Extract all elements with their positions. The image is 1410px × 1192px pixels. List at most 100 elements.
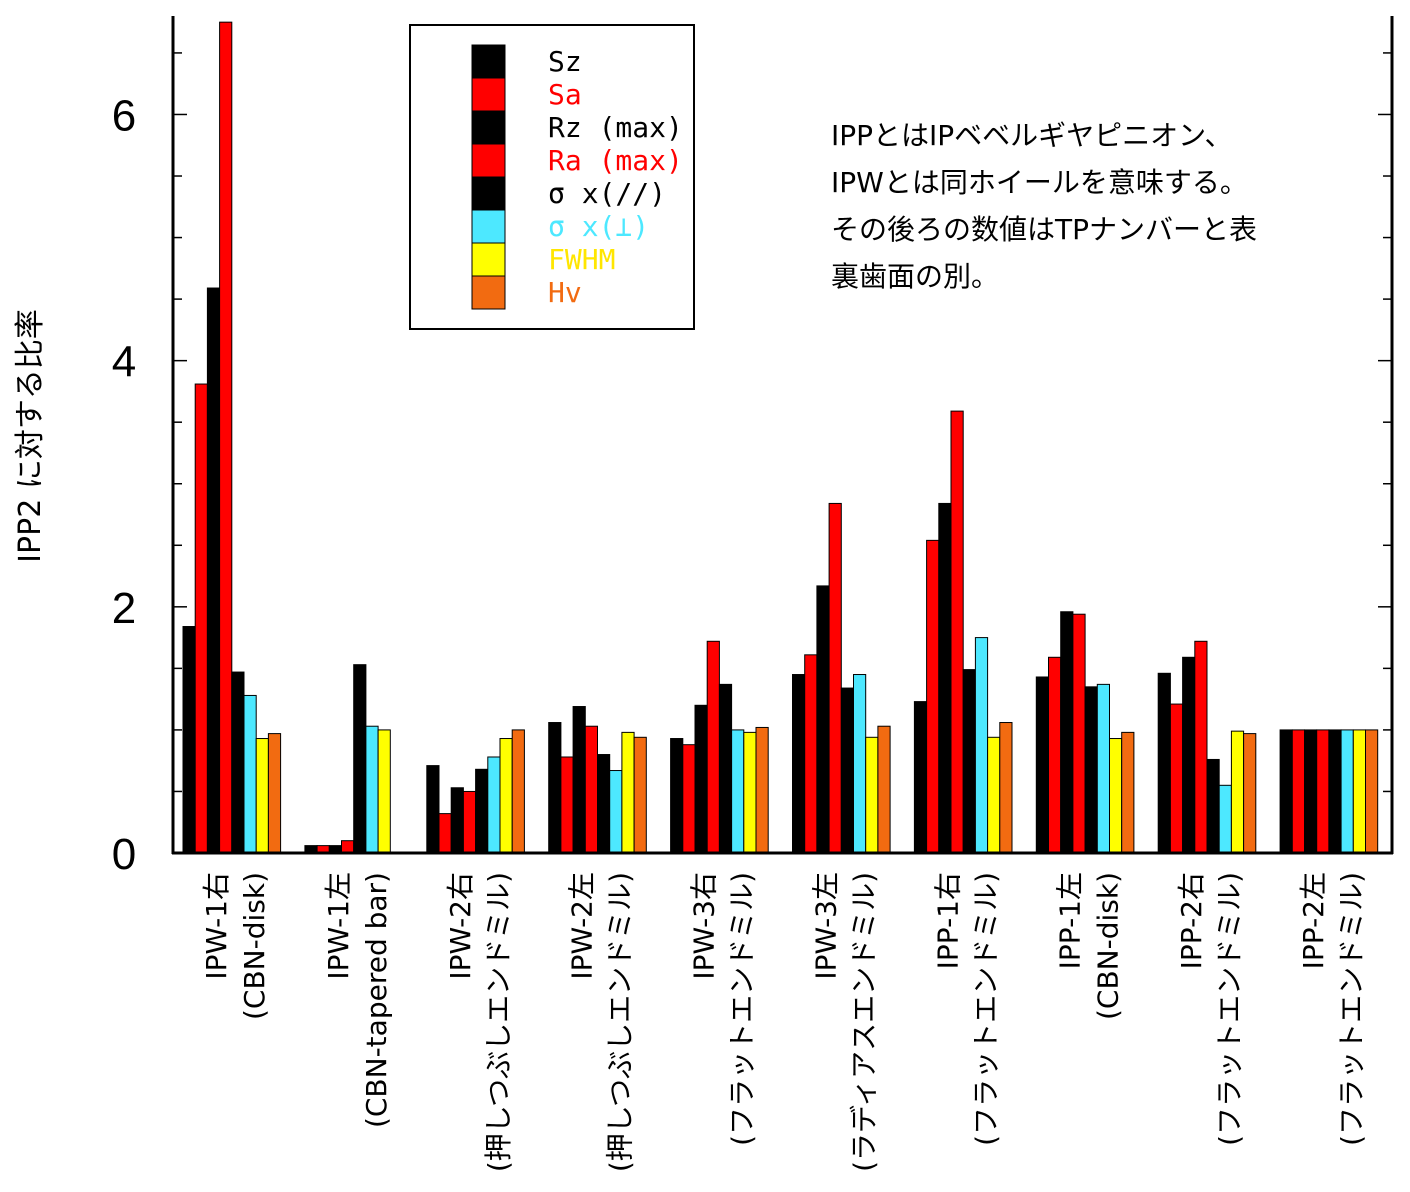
bar-ra-max-7 <box>950 410 964 854</box>
bar-ra-max-6 <box>828 502 842 854</box>
bar-ra-max-1 <box>219 21 233 854</box>
bar-fwhm-8 <box>1109 738 1123 854</box>
legend-label-hv: Hv <box>548 276 582 309</box>
category-name: IPW-2右 <box>444 872 477 980</box>
legend-swatch-hv <box>471 275 506 310</box>
bar-rz-max-6 <box>816 585 830 854</box>
legend-label-sa: Sa <box>548 78 582 111</box>
bar-sz-1 <box>182 626 196 854</box>
y-tick-label: 4 <box>112 338 136 387</box>
bar-ra-max-4 <box>584 725 598 854</box>
category-name: IPW-1左 <box>322 872 355 980</box>
category-tool: (CBN-disk) <box>1091 872 1124 1020</box>
category-name: IPP-1左 <box>1053 872 1086 969</box>
category-label-7: IPP-1右 (フラットエンドミル) <box>931 872 1002 1146</box>
bar-sz-9 <box>1157 672 1171 854</box>
annotation-line-4: 裏歯面の別。 <box>831 260 999 293</box>
category-label-3: IPW-2右 (押しつぶしエンドミル) <box>444 872 515 1172</box>
y-axis-label: IPP2 に対する比率 <box>13 309 48 563</box>
legend-label-rz-max: Rz (max) <box>548 111 683 144</box>
bar-rz-max-10 <box>1304 729 1318 854</box>
category-labels: IPW-1右 (CBN-disk) IPW-1左 (CBN-tapered bar) I… <box>200 872 1368 1172</box>
bar-hv-10 <box>1365 729 1379 854</box>
category-tool: (押しつぶしエンドミル) <box>604 872 637 1172</box>
legend-swatch-x <box>471 176 506 211</box>
bar-x-10 <box>1340 729 1354 854</box>
bar-ra-max-9 <box>1194 640 1208 854</box>
legend-swatch-fwhm <box>471 242 506 277</box>
bar-fwhm-1 <box>255 738 269 854</box>
annotation-line-2: IPWとは同ホイールを意味する。 <box>831 166 1248 199</box>
bar-x-3 <box>487 756 501 854</box>
legend-swatch-sa <box>471 77 506 112</box>
bar-sa-6 <box>804 654 818 854</box>
bar-rz-max-9 <box>1182 656 1196 854</box>
bar-sa-9 <box>1169 703 1184 854</box>
y-tick-label: 0 <box>112 830 136 879</box>
bar-fwhm-4 <box>621 731 635 854</box>
annotation-line-1: IPPとはIPベベルギヤピニオン、 <box>831 119 1233 152</box>
bar-sz-7 <box>913 701 928 854</box>
bar-fwhm-7 <box>987 736 1001 854</box>
bars-group <box>182 21 1379 854</box>
bar-sa-7 <box>926 539 940 854</box>
bar-x-9 <box>1218 784 1232 854</box>
category-label-5: IPW-3右 (フラットエンドミル) <box>688 872 759 1146</box>
axes <box>171 16 1394 855</box>
category-tool: (CBN-disk) <box>238 872 271 1020</box>
bar-fwhm-9 <box>1230 730 1245 854</box>
legend-swatch-sz <box>471 44 506 79</box>
category-tool: (押しつぶしエンドミル) <box>482 872 515 1172</box>
bar-sa-10 <box>1291 729 1306 854</box>
bar-x-10 <box>1328 729 1342 854</box>
bar-hv-3 <box>511 729 525 854</box>
bar-rz-max-4 <box>572 706 586 854</box>
y-tick-label: 6 <box>112 91 136 140</box>
bar-x-5 <box>731 729 745 854</box>
category-tool: (フラットエンドミル) <box>1213 872 1246 1146</box>
category-label-6: IPW-3左 (ラディアスエンドミル) <box>809 872 880 1172</box>
bar-ra-max-5 <box>706 640 720 854</box>
bar-rz-max-7 <box>938 502 952 854</box>
bar-x-1 <box>243 694 257 854</box>
bar-rz-max-1 <box>206 287 221 854</box>
category-label-2: IPW-1左 (CBN-tapered bar) <box>322 872 393 1128</box>
category-label-8: IPP-1左 (CBN-disk) <box>1053 872 1124 1020</box>
bar-hv-4 <box>633 736 647 854</box>
bar-x-8 <box>1084 686 1098 854</box>
bar-sa-8 <box>1048 656 1062 854</box>
y-tick-label: 2 <box>112 584 136 633</box>
legend-label-fwhm: FWHM <box>548 243 615 276</box>
bar-x-7 <box>974 637 989 854</box>
bar-x-3 <box>475 768 489 854</box>
legend-label-sz: Sz <box>548 45 582 78</box>
legend-label-x: σ x(//) <box>548 177 666 210</box>
category-name: IPW-3右 <box>688 872 721 980</box>
category-tool: (ラディアスエンドミル) <box>847 872 880 1172</box>
bar-rz-max-5 <box>694 704 708 854</box>
bar-rz-max-3 <box>450 787 464 854</box>
legend-label-ra-max: Ra (max) <box>548 144 683 177</box>
legend-swatch-ra-max <box>471 143 506 178</box>
category-name: IPP-2右 <box>1175 872 1208 969</box>
bar-x-2 <box>365 725 379 854</box>
bar-rz-max-8 <box>1060 611 1074 854</box>
bar-x-1 <box>231 671 245 854</box>
bar-fwhm-10 <box>1352 729 1367 854</box>
legend-label-x: σ x(⊥) <box>548 210 649 243</box>
bar-ra-max-10 <box>1316 729 1330 854</box>
bar-ra-max-8 <box>1072 613 1086 854</box>
category-name: IPP-1右 <box>931 872 964 969</box>
legend-swatch-x <box>471 209 506 244</box>
bar-sz-8 <box>1035 676 1050 854</box>
annotation-note: IPPとはIPベベルギヤピニオン、 IPWとは同ホイールを意味する。その後ろの数値… <box>831 119 1257 293</box>
bar-hv-8 <box>1121 731 1135 854</box>
bar-x-5 <box>718 683 733 854</box>
bar-fwhm-5 <box>743 731 757 854</box>
category-label-1: IPW-1右 (CBN-disk) <box>200 872 271 1020</box>
bar-hv-1 <box>267 733 282 854</box>
bar-sz-6 <box>792 674 806 854</box>
category-tool: (フラットエンドミル) <box>969 872 1002 1146</box>
category-tool: (フラットエンドミル) <box>1335 872 1368 1146</box>
